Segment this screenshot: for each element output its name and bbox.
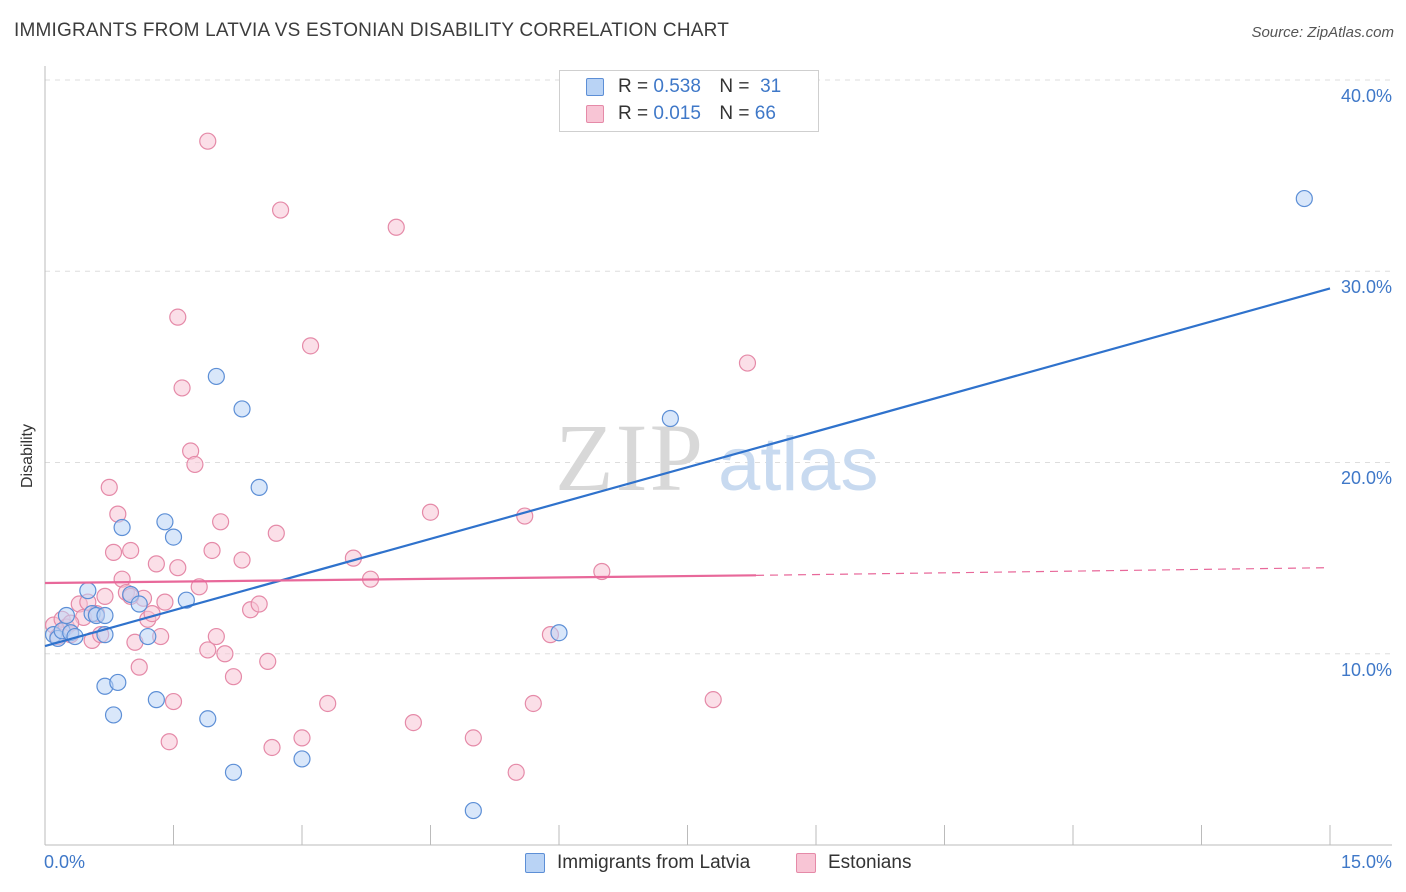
data-point — [224, 668, 243, 686]
data-point — [160, 733, 178, 751]
data-point — [100, 478, 118, 496]
data-point — [199, 641, 217, 659]
trend-line-estonians — [44, 574, 757, 585]
data-point — [169, 308, 187, 326]
data-point — [173, 379, 191, 397]
data-point — [1295, 189, 1313, 208]
n-label: N = — [719, 103, 750, 124]
data-point — [190, 578, 208, 596]
data-point — [203, 541, 221, 560]
data-point — [661, 409, 679, 428]
data-point — [224, 763, 243, 781]
data-point — [199, 132, 217, 150]
data-point — [233, 400, 251, 418]
data-point — [109, 673, 127, 692]
data-point — [207, 367, 225, 386]
source-label: Source: ZipAtlas.com — [1251, 24, 1394, 41]
data-point — [464, 729, 482, 747]
data-point — [156, 593, 174, 611]
data-point — [319, 694, 337, 713]
data-point — [164, 528, 183, 546]
data-point — [593, 562, 611, 581]
latvia-points — [44, 189, 1313, 820]
data-point — [464, 801, 482, 820]
data-point — [130, 595, 148, 613]
data-point — [738, 354, 757, 372]
axes — [44, 66, 1392, 846]
data-point — [271, 201, 290, 219]
r-label: R = — [618, 103, 649, 124]
data-point — [524, 694, 542, 713]
data-point — [147, 691, 165, 709]
data-point — [177, 591, 195, 609]
r-label: R = — [618, 76, 649, 97]
data-point — [704, 691, 722, 709]
data-point — [130, 658, 148, 676]
data-point — [122, 541, 140, 560]
data-point — [164, 692, 183, 711]
data-point — [507, 763, 525, 781]
data-point — [147, 555, 165, 573]
legend-item-latvia: Immigrants from Latvia — [525, 852, 750, 874]
data-point — [250, 478, 268, 496]
legend-swatch-blue — [525, 853, 545, 873]
data-point — [79, 582, 97, 600]
legend-row-estonians: R = 0.015 N = 66 — [586, 101, 776, 127]
data-point — [387, 218, 405, 236]
data-point — [216, 645, 234, 663]
data-point — [233, 551, 251, 569]
data-point — [212, 513, 230, 531]
data-point — [96, 606, 114, 625]
r-value-estonians: 0.015 — [653, 103, 701, 124]
stats-legend: R = 0.538 N = 31 R = 0.015 N = 66 — [559, 70, 819, 132]
data-point — [96, 587, 114, 605]
grid-lines — [45, 79, 1392, 655]
trend-lines — [44, 287, 1331, 648]
y-tick-30: 30.0% — [1340, 277, 1392, 297]
data-point — [250, 595, 268, 613]
legend-item-estonians: Estonians — [796, 852, 911, 874]
data-point — [263, 738, 281, 757]
trend-line-latvia — [44, 287, 1331, 648]
legend-label-latvia: Immigrants from Latvia — [557, 852, 751, 873]
n-label: N = — [719, 76, 750, 97]
y-tick-10: 10.0% — [1340, 660, 1392, 680]
data-point — [169, 559, 187, 577]
watermark-atlas: atlas — [718, 422, 879, 507]
data-point — [104, 543, 123, 561]
watermark-zip: ZIP — [555, 404, 705, 511]
data-point — [259, 652, 277, 671]
y-axis-label: Disability — [19, 423, 36, 489]
data-point — [186, 455, 204, 474]
legend-swatch-blue — [586, 78, 604, 96]
chart-title: IMMIGRANTS FROM LATVIA VS ESTONIAN DISAB… — [14, 20, 730, 41]
x-tick-min: 0.0% — [44, 852, 86, 872]
data-point — [207, 627, 225, 646]
data-point — [156, 513, 174, 531]
data-point — [550, 624, 568, 642]
data-point — [113, 518, 131, 537]
data-point — [404, 713, 422, 732]
data-point — [139, 627, 157, 646]
data-point — [104, 706, 123, 724]
r-value-latvia: 0.538 — [653, 76, 701, 97]
n-value-latvia: 31 — [760, 76, 782, 97]
data-point — [199, 710, 217, 728]
data-point — [301, 337, 320, 355]
trend-line-estonians — [756, 567, 1331, 576]
legend-row-latvia: R = 0.538 N = 31 — [586, 74, 781, 100]
data-point — [293, 750, 311, 768]
x-tick-max: 15.0% — [1340, 852, 1392, 872]
y-tick-20: 20.0% — [1340, 468, 1392, 488]
legend-label-estonians: Estonians — [828, 852, 912, 873]
data-point — [421, 503, 440, 521]
data-point — [57, 606, 76, 625]
legend-swatch-pink — [796, 853, 816, 873]
y-tick-40: 40.0% — [1340, 86, 1392, 106]
legend-swatch-pink — [586, 105, 604, 123]
data-point — [267, 524, 285, 542]
data-point — [293, 729, 311, 747]
n-value-estonians: 66 — [754, 103, 776, 124]
